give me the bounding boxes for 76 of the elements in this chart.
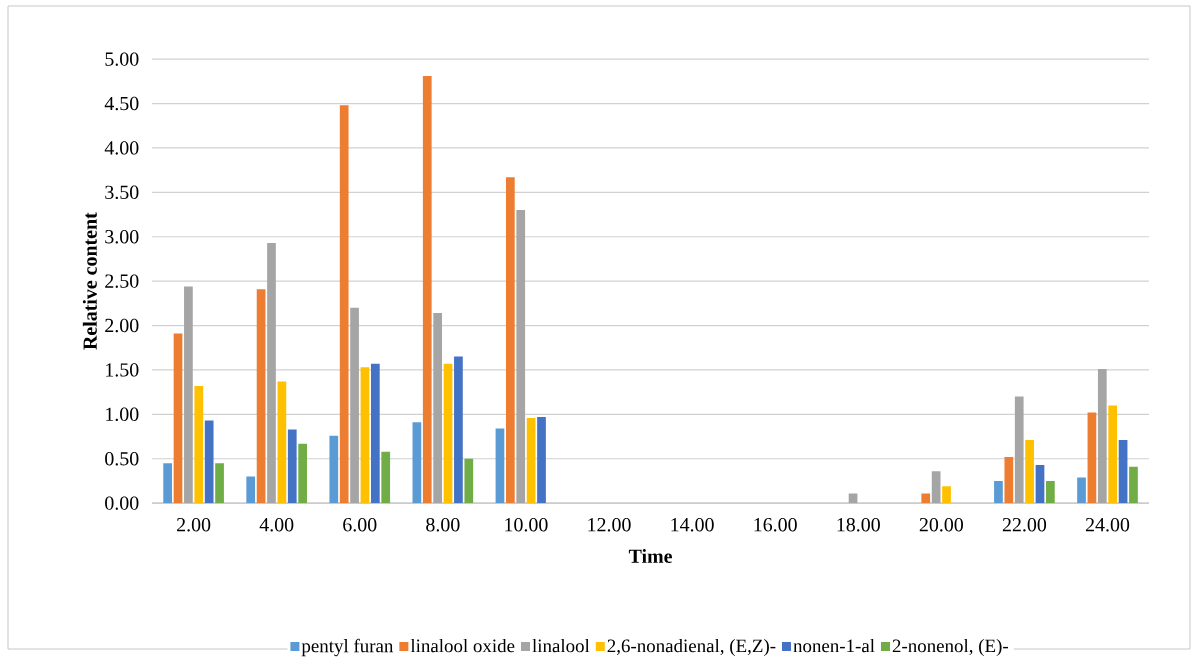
bar [256, 289, 266, 504]
x-tick-label: 20.00 [919, 517, 963, 532]
x-tick-label: 24.00 [1085, 517, 1130, 532]
bar [184, 286, 193, 504]
bar [339, 105, 349, 504]
y-tick-label: 5.00 [105, 52, 139, 66]
bar [1004, 456, 1014, 504]
bar [443, 363, 453, 504]
bar [1087, 412, 1097, 504]
bar [370, 363, 380, 504]
bar [495, 428, 505, 504]
bar [298, 443, 307, 504]
x-tick-label: 18.00 [837, 517, 880, 532]
bar [350, 307, 359, 504]
bar [516, 210, 526, 504]
bar [921, 493, 931, 504]
x-tick-label: 10.00 [505, 517, 548, 532]
bar [287, 429, 297, 504]
bar [1014, 396, 1024, 504]
legend-label: pentyl furan [301, 638, 394, 657]
x-tick-label: 22.00 [1002, 517, 1047, 532]
bar [194, 385, 204, 504]
bar [1108, 405, 1118, 504]
y-tick-label: 3.50 [105, 185, 139, 200]
bar [163, 463, 172, 504]
bar [848, 493, 858, 504]
bar [942, 486, 951, 504]
y-tick-label: 1.50 [106, 363, 139, 377]
bar [1097, 368, 1107, 504]
bar [994, 480, 1003, 504]
bar [433, 313, 443, 504]
bar [246, 476, 256, 504]
x-tick-label: 2.00 [177, 517, 211, 532]
x-tick-label: 12.00 [588, 517, 631, 532]
y-tick-label: 0.00 [105, 496, 139, 510]
x-tick-label: 6.00 [343, 517, 377, 532]
x-tick-label: 8.00 [426, 517, 460, 532]
bar [1046, 480, 1055, 504]
bar [454, 356, 463, 504]
y-tick-label: 2.00 [105, 318, 139, 333]
bar [412, 422, 422, 504]
y-axis-title: Relative content [82, 212, 97, 350]
legend-label: linalool oxide [410, 638, 515, 653]
bar [422, 75, 432, 504]
legend-label: nonen-1-al [793, 638, 875, 653]
bar [215, 463, 224, 504]
bar [204, 420, 214, 504]
bar [1077, 477, 1086, 504]
bar [277, 381, 287, 504]
bar [505, 177, 515, 504]
y-tick-label: 1.00 [106, 407, 139, 422]
bar [329, 435, 339, 504]
x-tick-label: 16.00 [754, 517, 797, 532]
x-tick-label: 4.00 [259, 517, 294, 532]
legend-label: linalool [532, 638, 590, 653]
bar [537, 416, 546, 504]
bar [381, 451, 391, 504]
y-tick-label: 4.50 [104, 96, 139, 111]
bar [1129, 466, 1138, 504]
bar [267, 242, 276, 504]
bar [464, 458, 474, 504]
y-tick-label: 4.00 [104, 141, 139, 155]
y-tick-label: 0.50 [105, 451, 139, 466]
bar [1035, 464, 1045, 504]
y-tick-label: 3.00 [105, 229, 139, 244]
legend-label: 2-nonenol, (E)- [892, 638, 1009, 657]
x-axis-title: Time [628, 548, 672, 563]
bar [1025, 440, 1034, 504]
y-tick-label: 2.50 [105, 274, 139, 288]
bar [526, 417, 536, 504]
bar [360, 367, 370, 504]
bar [173, 333, 183, 504]
legend-label: 2,6-nonadienal, (E,Z)- [607, 638, 776, 657]
bar [1118, 440, 1128, 504]
x-tick-label: 14.00 [671, 517, 714, 532]
bar [931, 471, 941, 504]
